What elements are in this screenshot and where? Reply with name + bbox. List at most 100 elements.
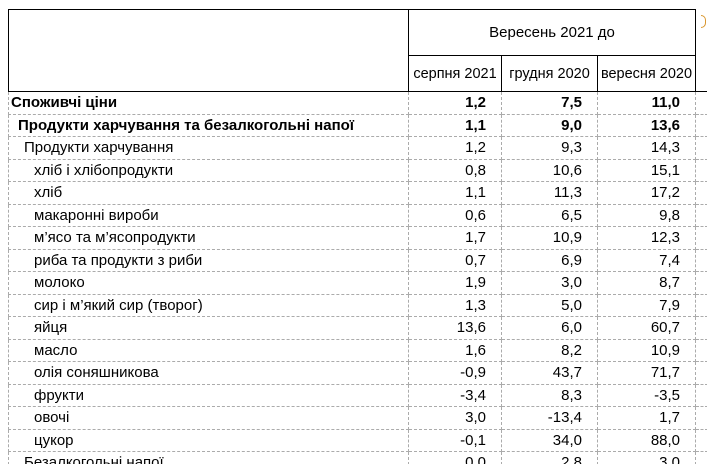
clipped-cell — [695, 293, 707, 317]
value-cell: 0,6 — [408, 203, 502, 227]
value-cell: 1,3 — [408, 293, 502, 317]
table-row: хліб 1,1 11,3 17,2 — [8, 181, 707, 205]
table-row: риба та продукти з риби 0,7 6,9 7,4 — [8, 248, 707, 272]
row-label: молоко — [8, 271, 409, 295]
clipped-cell — [695, 338, 707, 362]
row-label: Безалкогольні напої — [8, 451, 409, 464]
clipped-cell — [695, 158, 707, 182]
column-header-sep-2020: вересня 2020 — [596, 55, 697, 92]
table-row: овочі 3,0 -13,4 1,7 — [8, 406, 707, 430]
value-cell: 9,0 — [501, 113, 598, 137]
clipped-cell — [695, 383, 707, 407]
value-cell: 34,0 — [501, 428, 598, 452]
table-row: олія соняшникова -0,9 43,7 71,7 — [8, 361, 707, 385]
value-cell: 5,0 — [501, 293, 598, 317]
value-cell: 15,1 — [596, 158, 697, 182]
row-label: Продукти харчування та безалкогольні нап… — [8, 113, 409, 137]
row-label: сир і м’який сир (творог) — [8, 293, 409, 317]
clipped-cell — [695, 226, 707, 250]
table-row: цукор -0,1 34,0 88,0 — [8, 428, 707, 452]
value-cell: 1,1 — [408, 113, 502, 137]
value-cell: 60,7 — [596, 316, 697, 340]
row-label: Продукти харчування — [8, 136, 409, 160]
row-label: фрукти — [8, 383, 409, 407]
value-cell: 8,3 — [501, 383, 598, 407]
value-cell: 9,3 — [501, 136, 598, 160]
table-row: макаронні вироби 0,6 6,5 9,8 — [8, 203, 707, 227]
clipped-glyph-fragment — [700, 14, 706, 28]
table-row: Безалкогольні напої 0,0 2,8 3,0 — [8, 451, 707, 464]
period-span-header: Вересень 2021 до — [407, 9, 697, 56]
table-row: Продукти харчування 1,2 9,3 14,3 — [8, 136, 707, 160]
table-row: Споживчі ціни 1,2 7,5 11,0 — [8, 91, 707, 115]
value-cell: 14,3 — [596, 136, 697, 160]
value-cell: -0,1 — [408, 428, 502, 452]
value-cell: 3,0 — [596, 451, 697, 464]
clipped-cell — [695, 406, 707, 430]
value-cell: 10,9 — [501, 226, 598, 250]
row-label: макаронні вироби — [8, 203, 409, 227]
value-cell: 12,3 — [596, 226, 697, 250]
clipped-cell — [695, 316, 707, 340]
value-cell: 1,1 — [408, 181, 502, 205]
value-cell: 7,5 — [501, 91, 598, 115]
clipped-cell — [695, 136, 707, 160]
row-label: хліб — [8, 181, 409, 205]
value-cell: 2,8 — [501, 451, 598, 464]
value-cell: 3,0 — [408, 406, 502, 430]
value-cell: 88,0 — [596, 428, 697, 452]
value-cell: 11,3 — [501, 181, 598, 205]
row-label: Споживчі ціни — [8, 91, 409, 115]
clipped-cell — [695, 181, 707, 205]
value-cell: 10,6 — [501, 158, 598, 182]
column-header-dec-2020: грудня 2020 — [501, 55, 598, 92]
value-cell: 1,7 — [408, 226, 502, 250]
table-row: хліб і хлібопродукти 0,8 10,6 15,1 — [8, 158, 707, 182]
column-header-aug-2021: серпня 2021 — [408, 55, 502, 92]
table-header: Вересень 2021 до серпня 2021 грудня 2020… — [8, 9, 707, 92]
table-row: сир і м’який сир (творог) 1,3 5,0 7,9 — [8, 293, 707, 317]
value-cell: 13,6 — [596, 113, 697, 137]
table-body: Споживчі ціни 1,2 7,5 11,0 Продукти харчуван… — [8, 91, 707, 464]
row-label: м’ясо та м’ясопродукти — [8, 226, 409, 250]
table-row: масло 1,6 8,2 10,9 — [8, 338, 707, 362]
table-row: яйця 13,6 6,0 60,7 — [8, 316, 707, 340]
value-cell: 1,2 — [408, 91, 502, 115]
clipped-cell — [695, 451, 707, 464]
value-cell: 10,9 — [596, 338, 697, 362]
row-label: риба та продукти з риби — [8, 248, 409, 272]
value-cell: 1,2 — [408, 136, 502, 160]
clipped-cell — [695, 248, 707, 272]
value-cell: -13,4 — [501, 406, 598, 430]
value-cell: 0,8 — [408, 158, 502, 182]
header-row-period: Вересень 2021 до — [8, 9, 707, 92]
clipped-cell — [695, 361, 707, 385]
value-cell: 6,5 — [501, 203, 598, 227]
value-cell: 1,9 — [408, 271, 502, 295]
value-cell: 43,7 — [501, 361, 598, 385]
value-cell: 11,0 — [596, 91, 697, 115]
row-label: олія соняшникова — [8, 361, 409, 385]
row-label: хліб і хлібопродукти — [8, 158, 409, 182]
value-cell: -3,4 — [408, 383, 502, 407]
row-label: цукор — [8, 428, 409, 452]
value-cell: 6,9 — [501, 248, 598, 272]
clipped-cell — [695, 428, 707, 452]
value-cell: 3,0 — [501, 271, 598, 295]
table-row: Продукти харчування та безалкогольні нап… — [8, 113, 707, 137]
clipped-cell — [695, 113, 707, 137]
value-cell: 1,7 — [596, 406, 697, 430]
value-cell: 17,2 — [596, 181, 697, 205]
table-row: фрукти -3,4 8,3 -3,5 — [8, 383, 707, 407]
value-cell: -3,5 — [596, 383, 697, 407]
value-cell: 8,7 — [596, 271, 697, 295]
value-cell: -0,9 — [408, 361, 502, 385]
row-label: масло — [8, 338, 409, 362]
table-row: м’ясо та м’ясопродукти 1,7 10,9 12,3 — [8, 226, 707, 250]
value-cell: 8,2 — [501, 338, 598, 362]
value-cell: 9,8 — [596, 203, 697, 227]
table-row: молоко 1,9 3,0 8,7 — [8, 271, 707, 295]
clipped-cell — [695, 91, 707, 115]
row-label: яйця — [8, 316, 409, 340]
